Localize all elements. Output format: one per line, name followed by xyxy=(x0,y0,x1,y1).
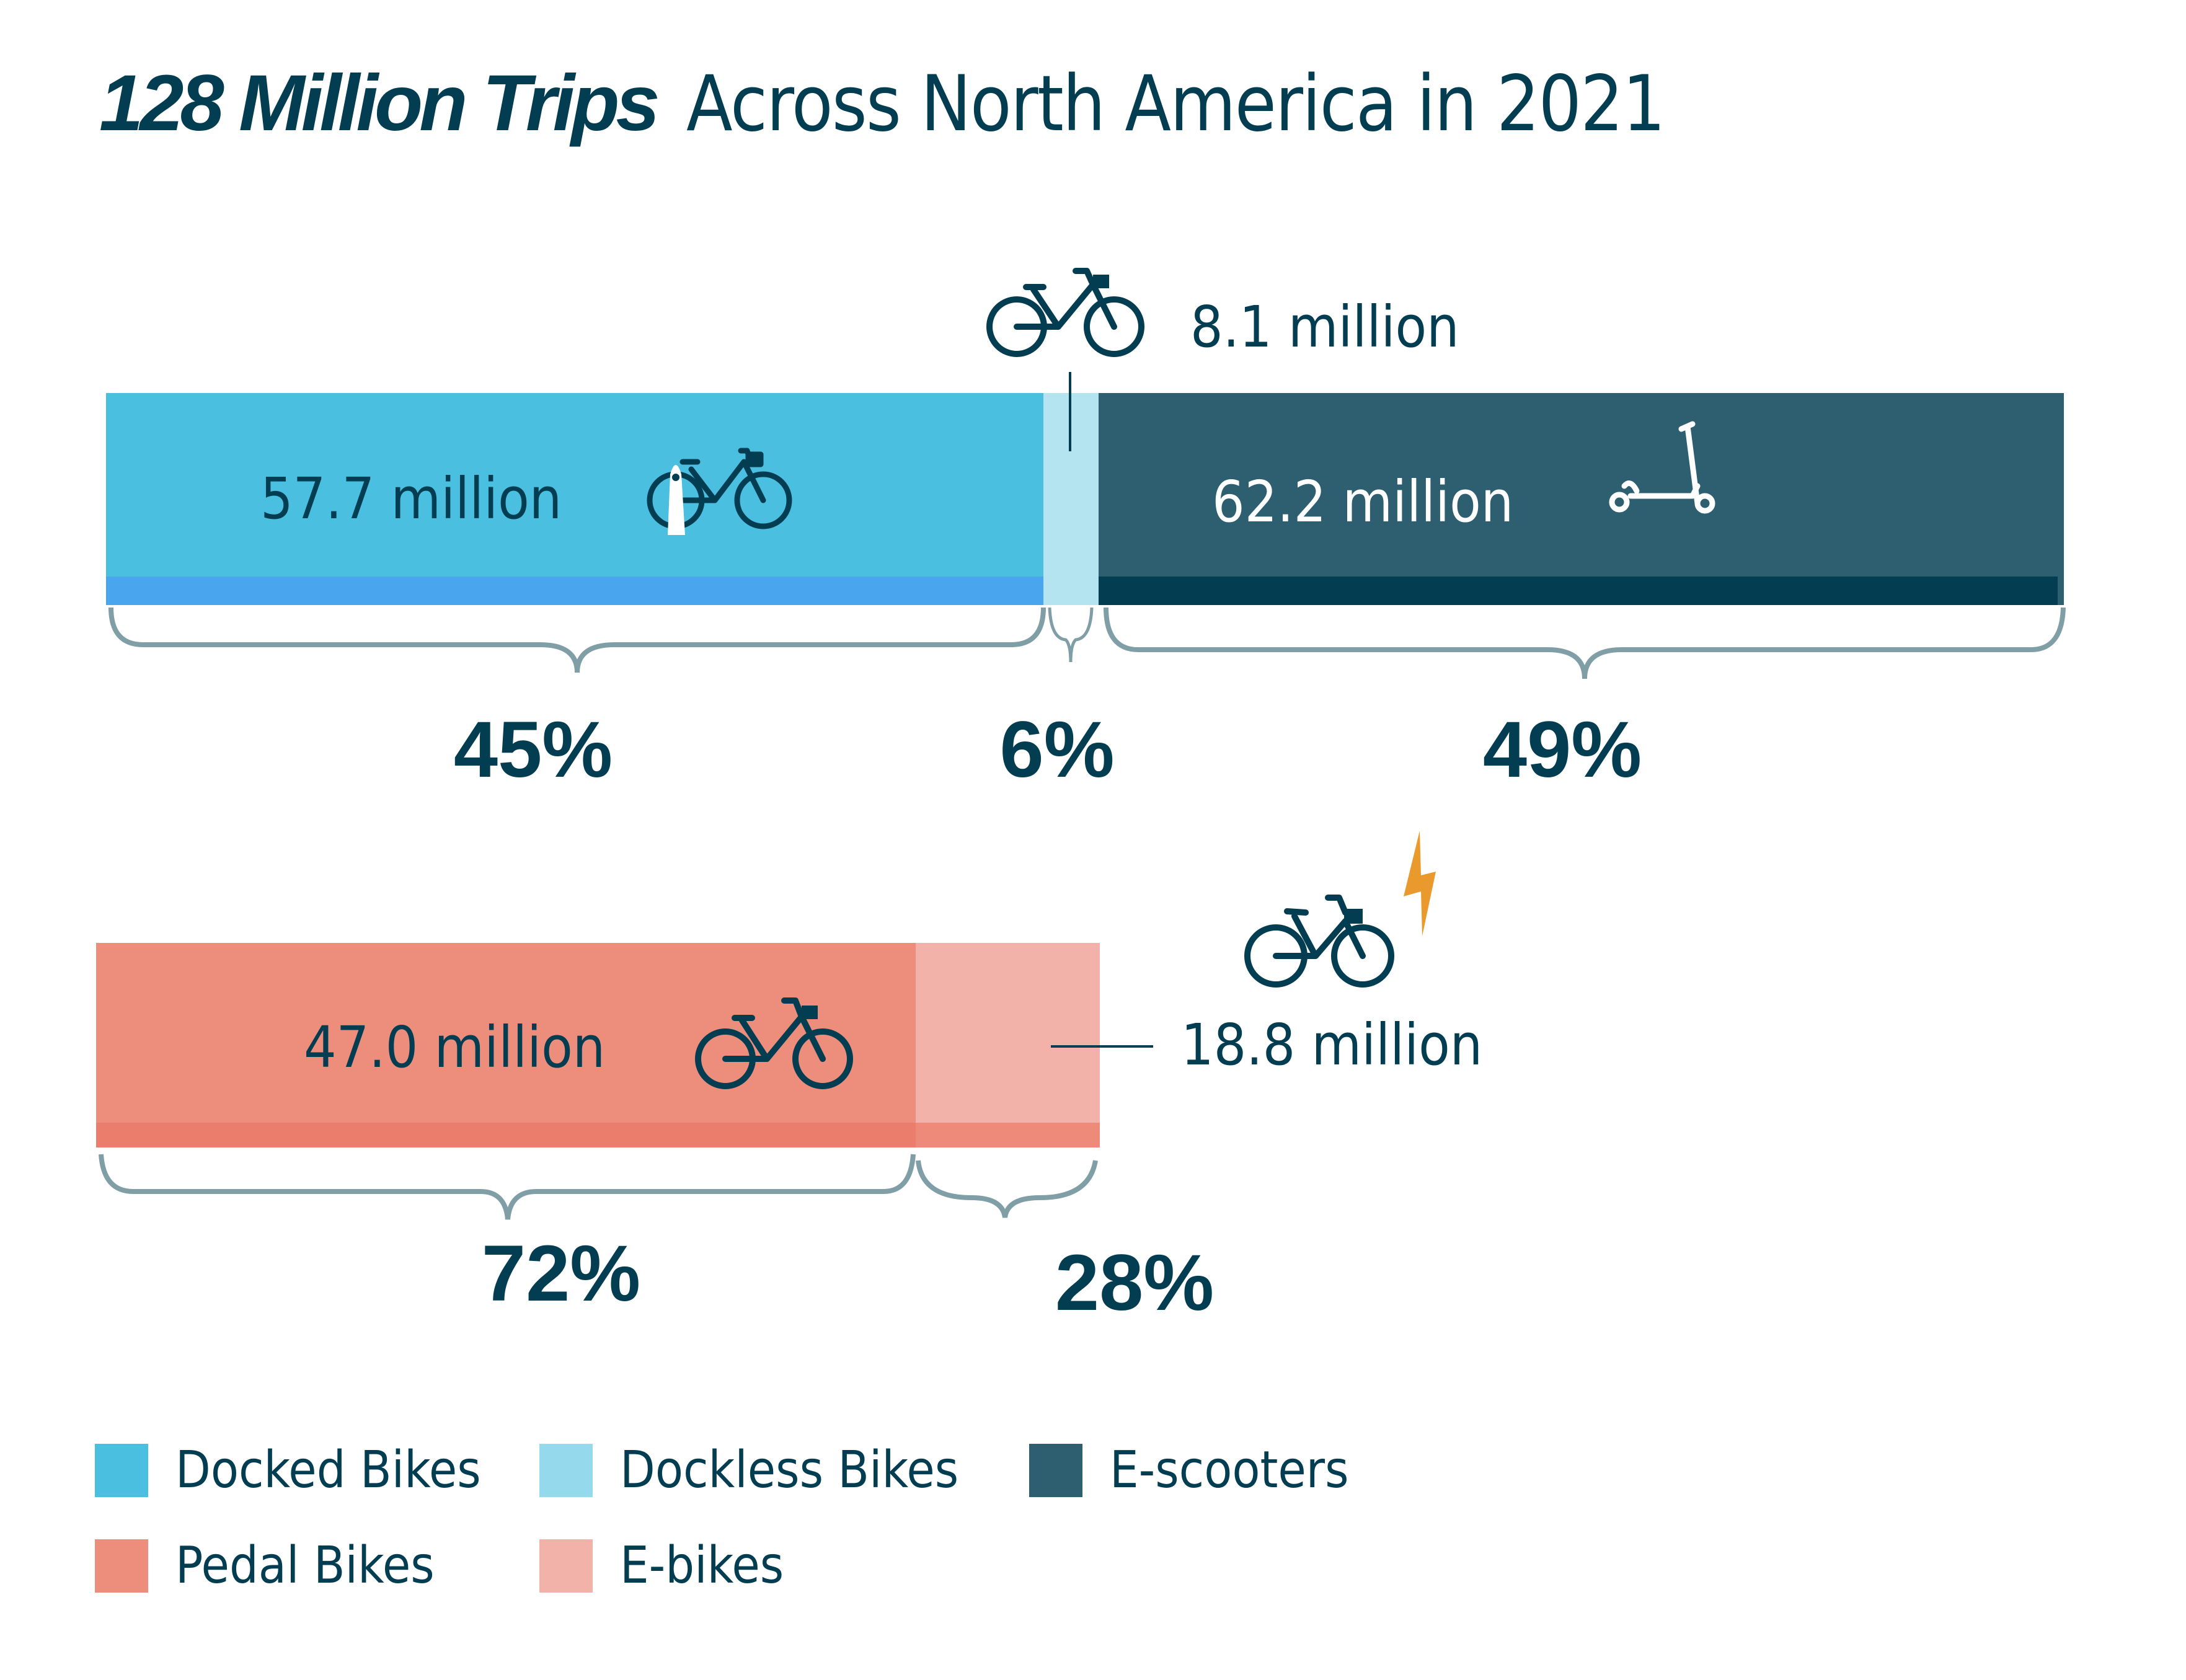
legend-item-dockless-bikes: Dockless Bikes xyxy=(539,1443,958,1498)
segment-pedal-stripe xyxy=(96,1123,916,1147)
brace-docked xyxy=(108,607,1046,673)
chart-title: 128 Million Trips Across North America in… xyxy=(99,57,1797,151)
brace-ebike xyxy=(916,1160,1098,1218)
e-bike-icon xyxy=(1244,895,1394,988)
dockless-bike-icon xyxy=(986,268,1144,357)
title-rest: Across North America in 2021 xyxy=(686,60,1665,149)
brace-pedal xyxy=(99,1154,916,1220)
segment-docked-bikes xyxy=(106,393,1043,605)
dockless-value-label: 8.1 million xyxy=(1190,294,1459,360)
segment-e-scooters xyxy=(1099,393,2064,605)
lightning-bolt-icon xyxy=(1404,831,1436,936)
pedal-bike-icon xyxy=(695,997,853,1089)
legend-label: E-scooters xyxy=(1110,1441,1349,1500)
brace-escooter xyxy=(1104,607,2066,679)
pct-docked: 45% xyxy=(453,705,613,794)
title-bold: 128 Million Trips xyxy=(99,59,660,148)
legend-swatch-dockless xyxy=(539,1444,593,1497)
pedal-value-label: 47.0 million xyxy=(304,1014,606,1081)
pct-pedal: 72% xyxy=(481,1229,641,1318)
segment-escooter-stripe xyxy=(1099,577,2058,605)
segment-ebike-stripe xyxy=(916,1123,1100,1147)
escooter-value-label: 62.2 million xyxy=(1212,469,1514,535)
legend-label: Pedal Bikes xyxy=(175,1536,435,1595)
legend-label: E-bikes xyxy=(620,1536,784,1595)
ebike-value-label: 18.8 million xyxy=(1181,1012,1483,1078)
legend-swatch-docked xyxy=(95,1444,148,1497)
legend-item-pedal-bikes: Pedal Bikes xyxy=(95,1538,435,1594)
legend-item-e-bikes: E-bikes xyxy=(539,1538,784,1594)
docked-bike-icon xyxy=(647,448,792,535)
pct-dockless: 6% xyxy=(999,705,1115,794)
pct-ebike: 28% xyxy=(1055,1239,1215,1327)
legend-item-e-scooters: E-scooters xyxy=(1029,1443,1349,1498)
legend-swatch-pedal xyxy=(95,1539,148,1593)
docked-value-label: 57.7 million xyxy=(260,466,562,532)
pct-escooter: 49% xyxy=(1482,705,1642,794)
legend-swatch-escooters xyxy=(1029,1444,1082,1497)
legend-swatch-ebikes xyxy=(539,1539,593,1593)
legend-label: Docked Bikes xyxy=(175,1441,481,1500)
brace-dockless xyxy=(1048,607,1094,663)
e-scooter-icon xyxy=(1609,421,1715,514)
ebike-leader-line xyxy=(1051,1045,1153,1048)
top-stacked-bar xyxy=(106,393,2064,605)
segment-docked-stripe xyxy=(106,577,1043,605)
legend-item-docked-bikes: Docked Bikes xyxy=(95,1443,481,1498)
legend-label: Dockless Bikes xyxy=(620,1441,959,1500)
dockless-leader-line xyxy=(1069,372,1071,451)
